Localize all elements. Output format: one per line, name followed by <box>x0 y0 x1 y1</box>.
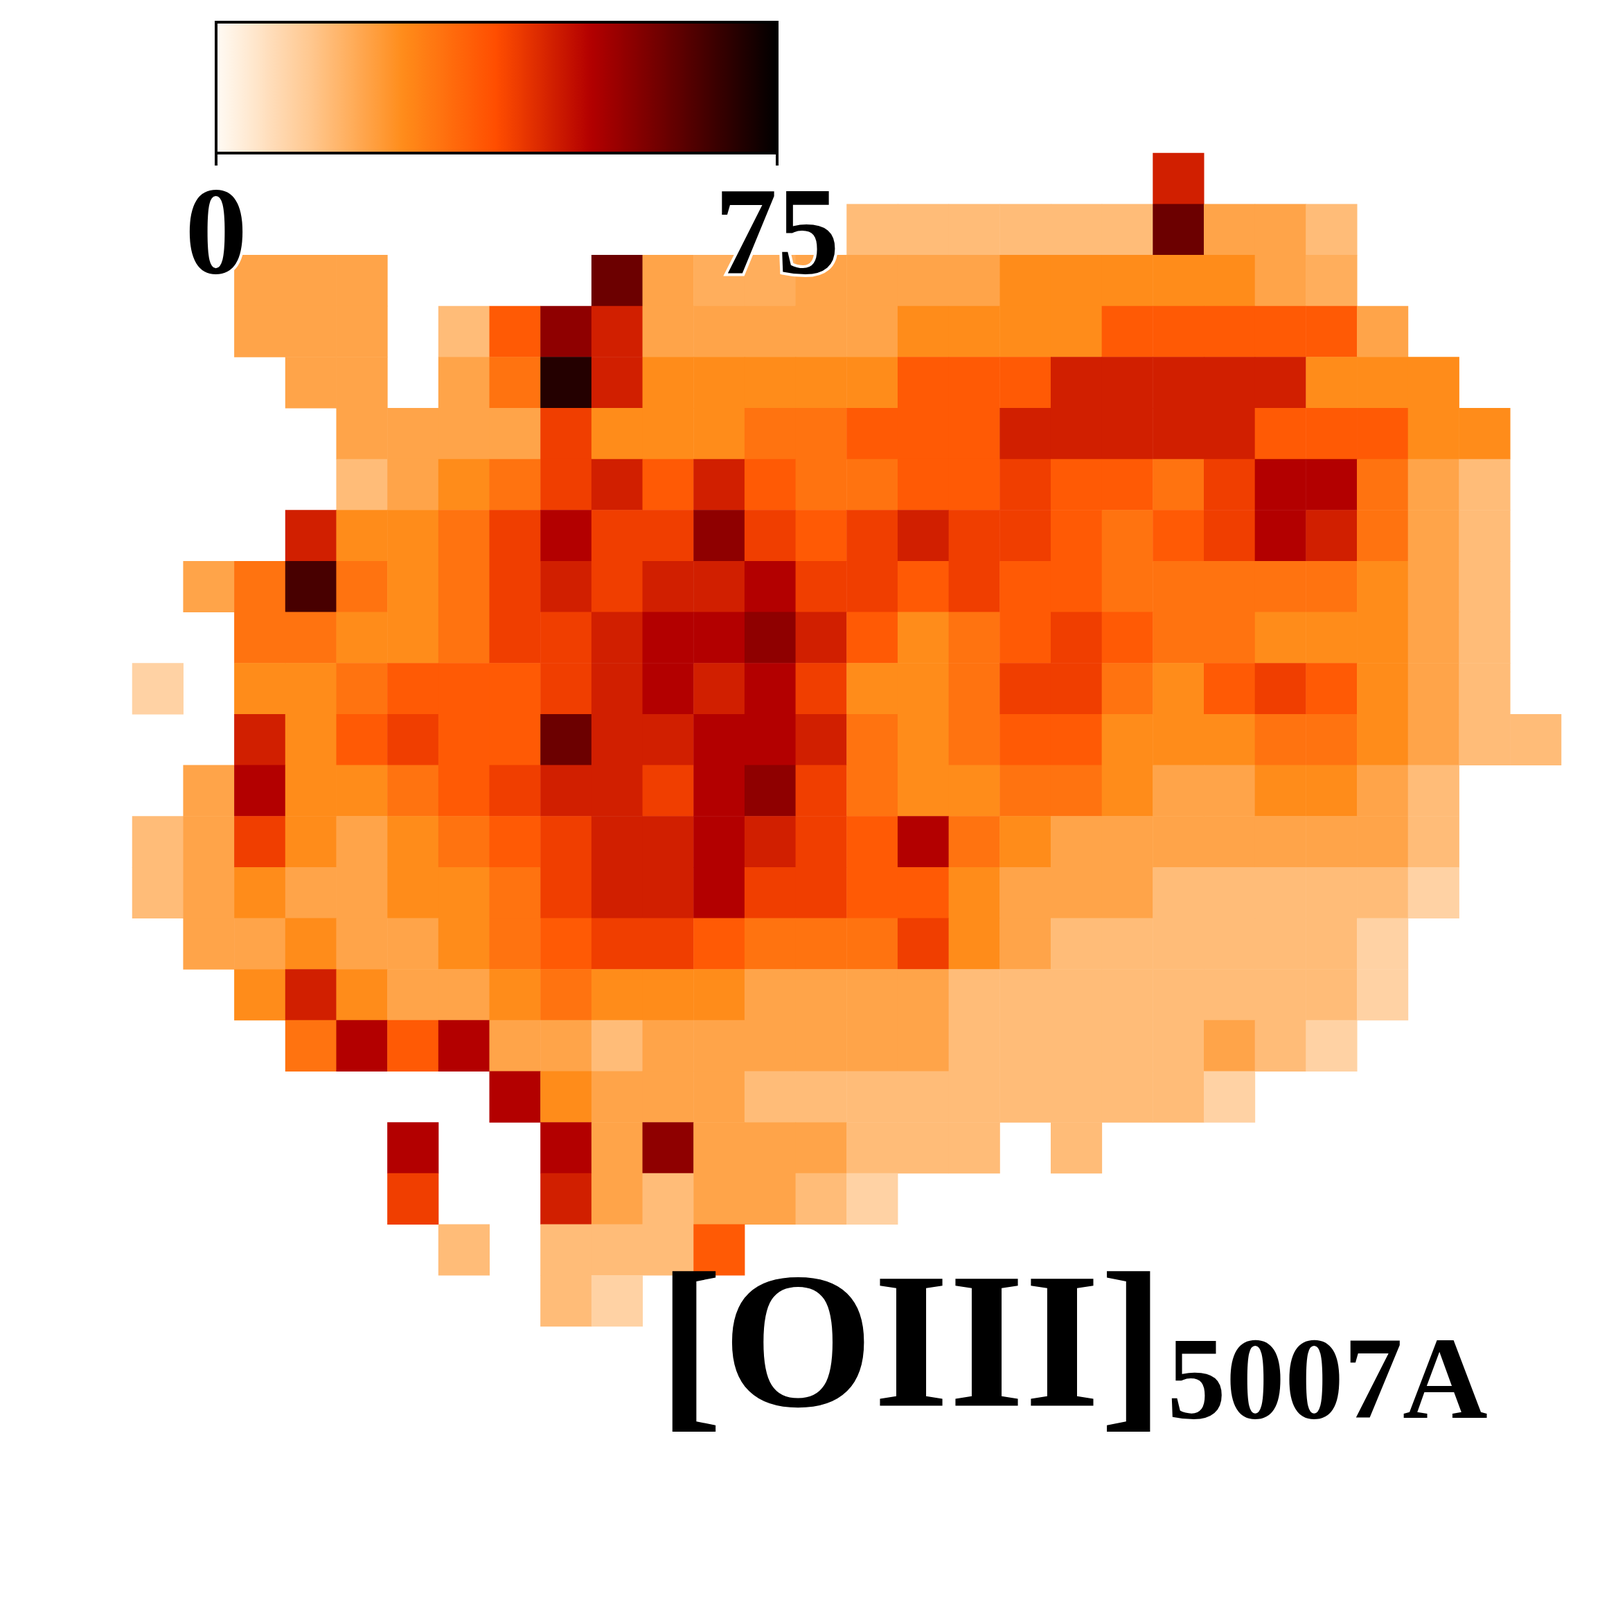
svg-text:[OIII]: [OIII] <box>658 1232 1165 1449</box>
svg-text:5007A: 5007A <box>1167 1313 1488 1444</box>
svg-text:0: 0 <box>184 162 248 300</box>
svg-text:75: 75 <box>714 162 840 300</box>
